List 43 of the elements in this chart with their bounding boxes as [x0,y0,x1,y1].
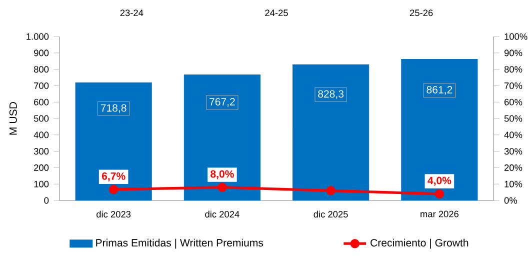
x-tick-label: dic 2025 [314,210,348,218]
data-label: 4,0% [428,176,452,186]
data-label: 828,3 [318,90,344,100]
point [218,182,227,192]
y-axis-title: M USD [9,102,17,135]
legend-label: Primas Emitidas | Written Premiums [96,238,264,249]
data-label: 718,8 [100,104,126,114]
y-tick-label: 700 [34,82,49,90]
y2-tick-label: 70% [504,82,522,90]
y2-tick-label: 60% [504,99,522,106]
text: 23-24 [120,10,144,16]
y-tick-label: 200 [34,164,49,172]
y2-tick-label: 50% [504,115,522,122]
y-tick-label: 400 [34,132,49,138]
y2-tick-label: 80% [504,66,522,73]
y-tick-label: 800 [34,66,49,73]
y2-tick-label: 10% [504,181,522,188]
y2-tick-label: 40% [504,132,522,138]
point [434,190,444,199]
y-tick-label: 300 [34,148,49,155]
data-label: 861,2 [426,86,452,95]
y-tick-label: 0 [44,197,49,204]
data-label: 8,0% [210,170,234,180]
y2-tick-label: 100% [504,33,528,40]
y2-tick-label: 20% [504,164,522,172]
y-tick-label: 900 [34,50,49,56]
y2-tick-label: 0% [504,197,518,204]
y-tick-label: 1.000 [26,33,49,40]
legend-label: Crecimiento | Growth [370,238,468,249]
x-tick-label: mar 2026 [420,210,458,218]
text: 25-26 [410,10,433,16]
x-tick-label: dic 2024 [205,210,240,218]
y-tick-label: 600 [34,99,49,106]
text: 24-25 [265,10,288,16]
y-tick-label: 500 [34,115,49,122]
point [326,186,336,196]
y2-tick-label: 90% [504,50,522,56]
y2-tick-label: 30% [504,148,522,155]
point [108,185,118,194]
data-label: 6,7% [102,172,126,182]
data-label: 767,2 [210,98,235,107]
y-tick-label: 100 [34,181,49,188]
x-tick-label: dic 2023 [96,210,131,218]
